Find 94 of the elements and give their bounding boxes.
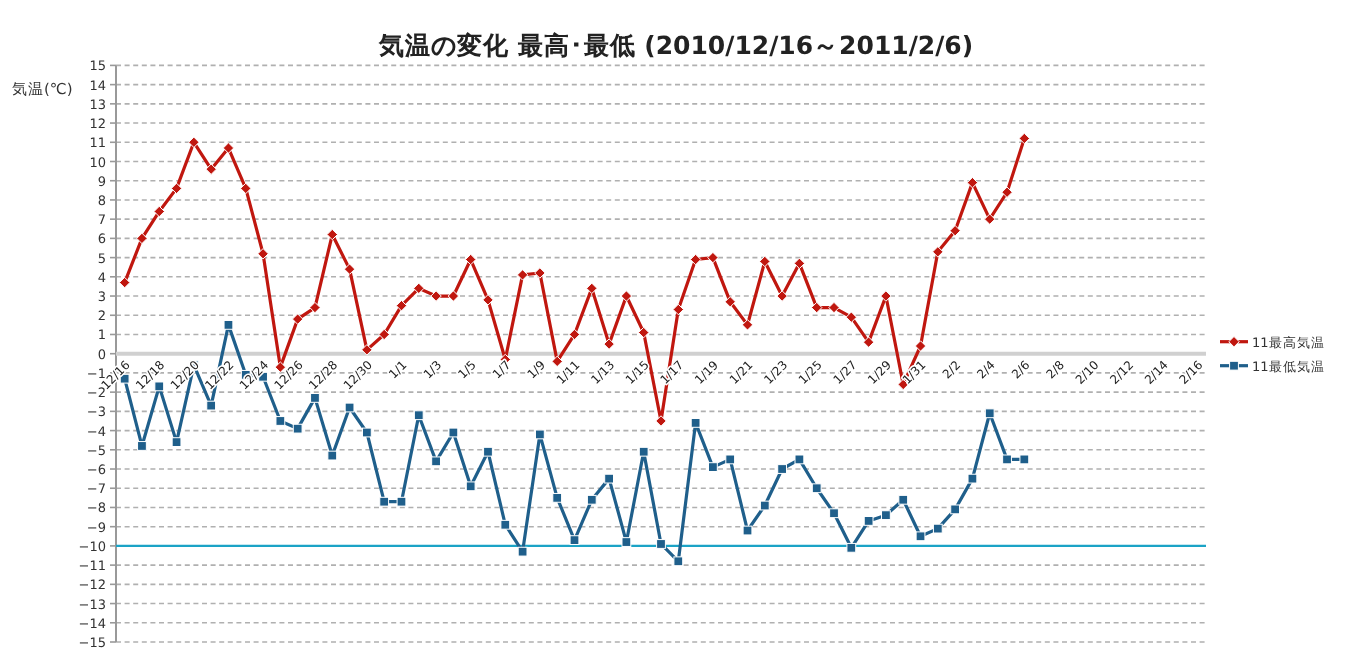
point [482,294,494,306]
point [898,494,909,505]
point [586,282,598,295]
point [292,423,303,434]
point [291,313,304,325]
chart-title: 気温の変化 最高･最低 (2010/12/16～2011/2/6) [376,30,974,60]
point [275,416,286,426]
point [604,473,614,484]
point [431,456,441,467]
point [741,319,754,331]
point [534,267,546,279]
point [846,542,857,553]
point [1019,454,1030,465]
point [811,483,822,494]
point [620,290,633,302]
point [586,494,597,505]
point [725,454,736,465]
point [222,142,235,154]
point [430,290,442,302]
point [967,473,978,484]
point [638,326,650,339]
point [500,519,511,530]
point [379,496,390,507]
point [621,537,632,547]
point [1018,132,1031,145]
point [673,556,684,567]
point [829,508,839,519]
point [326,228,338,241]
point [932,523,943,534]
point [950,504,961,515]
point [777,464,788,474]
point [395,299,408,312]
point [811,301,823,314]
point [343,263,356,275]
point [1001,186,1013,198]
point [845,311,858,323]
point [378,328,390,341]
point [966,176,979,189]
point [516,269,529,281]
point [742,525,753,536]
point [188,136,200,148]
point [118,276,131,289]
point [793,257,806,270]
point [724,296,736,308]
point [759,500,770,511]
point [708,462,718,472]
point [552,492,563,503]
point [862,336,875,348]
point [569,535,580,546]
point [413,410,424,421]
point [914,340,927,352]
point [984,213,996,225]
point [863,516,874,526]
point [932,246,944,258]
point [310,393,320,403]
point [344,402,355,413]
point [396,496,407,507]
point [361,427,372,438]
point [672,303,684,316]
point [949,224,961,237]
point [309,301,321,314]
point [257,248,269,260]
point [656,539,666,549]
point [984,408,995,419]
point [137,441,147,451]
point [880,290,892,302]
point [153,205,165,218]
point [447,290,460,302]
point [448,427,459,438]
point [170,182,183,195]
point [915,531,926,542]
point [483,446,493,457]
point [776,290,788,302]
point [568,328,581,341]
point [707,251,719,264]
point [1002,454,1012,465]
point [881,510,891,521]
point [413,282,425,295]
point [794,454,805,465]
point [603,338,615,350]
point [517,546,528,557]
point [465,481,476,492]
point [828,301,840,314]
point [361,344,373,356]
point [136,232,148,245]
point [327,450,338,461]
point [759,255,771,268]
point [464,253,477,266]
point [655,415,667,427]
point [638,446,649,457]
point [206,400,217,411]
point [205,163,217,175]
point [689,253,702,266]
point [240,182,252,195]
